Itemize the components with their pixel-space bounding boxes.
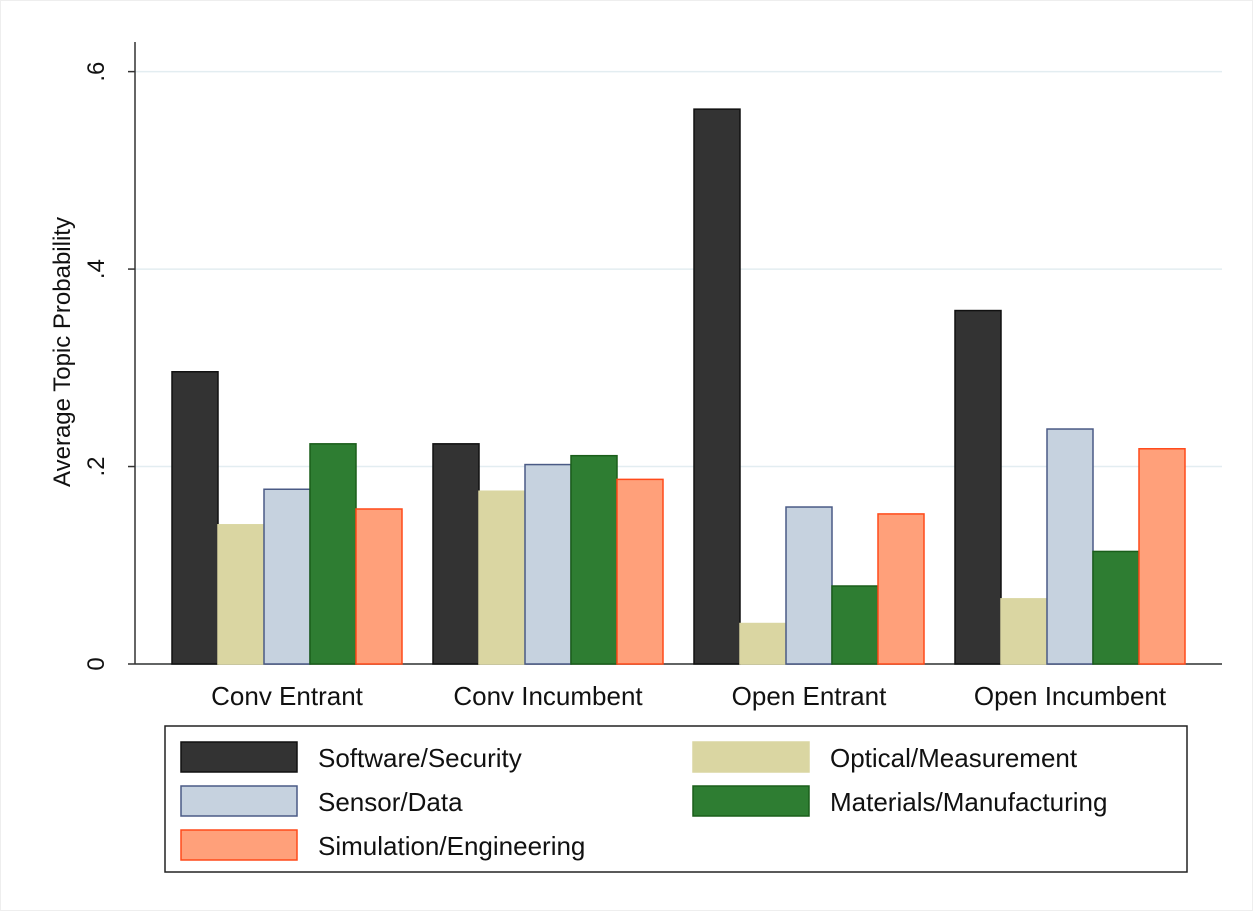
y-tick-label: 0 [83,657,110,670]
bar [524,463,572,665]
bar [616,478,664,665]
y-tick-label: .4 [83,259,110,279]
x-tick-label: Conv Entrant [211,681,364,711]
y-tick-label: .6 [83,62,110,82]
legend-swatch [180,829,298,861]
bar [739,622,787,665]
bar [478,490,526,665]
legend-swatch [692,741,810,773]
bar [570,454,618,665]
bar [432,443,480,665]
x-tick-label: Open Incumbent [974,681,1167,711]
legend-label: Sensor/Data [318,787,463,817]
y-axis-title: Average Topic Probability [49,217,76,487]
bar [693,108,741,665]
bar [1092,550,1140,665]
bar [831,585,879,665]
bar [171,371,219,665]
legend-label: Materials/Manufacturing [830,787,1107,817]
legend-label: Optical/Measurement [830,743,1078,773]
x-tick-label: Open Entrant [732,681,887,711]
bar [309,443,357,665]
bar [877,513,925,665]
legend-swatch [180,741,298,773]
bar [217,524,265,665]
legend-swatch [180,785,298,817]
legend-label: Simulation/Engineering [318,831,585,861]
legend-label: Software/Security [318,743,522,773]
bar [954,309,1002,665]
bar [355,508,403,665]
legend-box [164,725,1188,873]
bar [1000,598,1048,665]
x-tick-label: Conv Incumbent [453,681,643,711]
bar [1046,428,1094,665]
legend-swatch [692,785,810,817]
bar [263,488,311,665]
bar [1138,448,1186,665]
y-tick-label: .2 [83,457,110,477]
bar [785,506,833,665]
